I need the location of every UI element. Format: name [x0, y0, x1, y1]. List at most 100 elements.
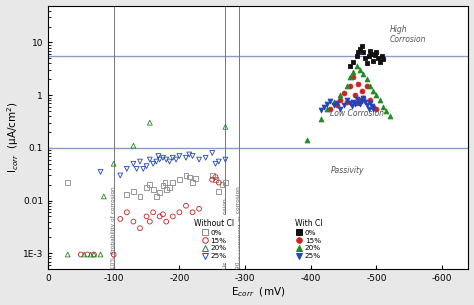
Point — [146, 120, 154, 125]
Point — [156, 157, 164, 162]
Point — [90, 252, 98, 257]
Point — [348, 104, 356, 109]
Point — [202, 155, 210, 160]
Point — [163, 157, 170, 162]
Point — [337, 98, 344, 103]
Point — [368, 104, 376, 109]
Point — [373, 50, 380, 55]
Point — [146, 182, 154, 187]
Point — [90, 252, 98, 257]
Point — [117, 173, 124, 178]
Point — [212, 161, 219, 166]
Point — [383, 109, 390, 113]
Point — [356, 47, 364, 52]
Point — [185, 152, 193, 157]
Text: 90% Probability of corrosion: 90% Probability of corrosion — [236, 186, 241, 269]
Point — [346, 83, 354, 88]
Point — [172, 157, 180, 162]
Point — [346, 101, 354, 106]
Point — [163, 187, 170, 192]
Point — [209, 177, 216, 182]
Point — [192, 176, 200, 181]
Point — [123, 192, 131, 197]
Point — [149, 210, 157, 215]
Point — [166, 185, 173, 190]
Point — [343, 99, 351, 104]
Point — [146, 157, 154, 162]
Point — [182, 155, 190, 160]
Point — [353, 64, 361, 69]
Point — [337, 106, 344, 111]
Point — [356, 102, 364, 106]
Point — [209, 173, 216, 178]
Point — [358, 99, 366, 103]
Point — [369, 88, 377, 93]
Point — [386, 114, 393, 119]
Point — [117, 217, 124, 221]
Point — [133, 167, 140, 171]
Point — [369, 58, 377, 63]
Point — [215, 189, 223, 194]
Point — [363, 102, 370, 107]
Point — [340, 102, 347, 107]
Point — [365, 106, 373, 111]
Point — [212, 177, 219, 182]
Point — [83, 252, 91, 257]
Point — [209, 151, 216, 156]
Text: 10% Probability of corrosion: 10% Probability of corrosion — [111, 187, 116, 269]
Point — [175, 154, 183, 159]
Point — [350, 69, 357, 74]
Point — [129, 219, 137, 224]
Point — [175, 177, 183, 182]
Point — [366, 98, 374, 103]
Point — [161, 180, 169, 185]
Point — [369, 106, 377, 111]
Point — [175, 210, 183, 215]
Text: Passivity: Passivity — [330, 166, 364, 174]
Point — [333, 100, 341, 105]
Point — [159, 212, 167, 217]
Point — [378, 54, 385, 59]
Point — [182, 173, 190, 178]
Point — [215, 159, 223, 164]
Point — [365, 54, 373, 59]
Point — [350, 75, 357, 80]
Point — [320, 104, 328, 109]
Point — [87, 252, 94, 257]
Point — [153, 194, 160, 199]
Point — [156, 190, 164, 195]
Point — [149, 161, 157, 166]
Point — [358, 44, 366, 48]
Point — [376, 60, 383, 65]
Point — [330, 102, 337, 107]
Point — [358, 88, 366, 93]
Point — [169, 155, 177, 160]
Point — [304, 138, 311, 143]
Point — [356, 67, 364, 72]
Point — [169, 214, 177, 219]
Point — [337, 93, 344, 98]
Point — [379, 57, 387, 62]
Point — [136, 159, 144, 164]
Point — [143, 185, 150, 190]
Point — [139, 167, 147, 171]
Point — [149, 187, 157, 192]
Point — [371, 52, 379, 57]
Point — [123, 167, 131, 171]
Point — [64, 180, 72, 185]
Point — [143, 164, 150, 169]
Point — [123, 210, 131, 215]
Point — [323, 106, 331, 111]
Point — [156, 214, 164, 219]
Point — [327, 99, 334, 103]
Point — [110, 161, 118, 166]
Point — [340, 91, 347, 95]
Point — [367, 52, 375, 56]
Point — [363, 61, 370, 66]
Point — [360, 50, 367, 55]
Text: Uncertainty of corrosion: Uncertainty of corrosion — [223, 199, 228, 269]
Point — [363, 77, 370, 82]
Point — [129, 161, 137, 166]
Point — [362, 99, 369, 104]
Point — [155, 154, 162, 159]
